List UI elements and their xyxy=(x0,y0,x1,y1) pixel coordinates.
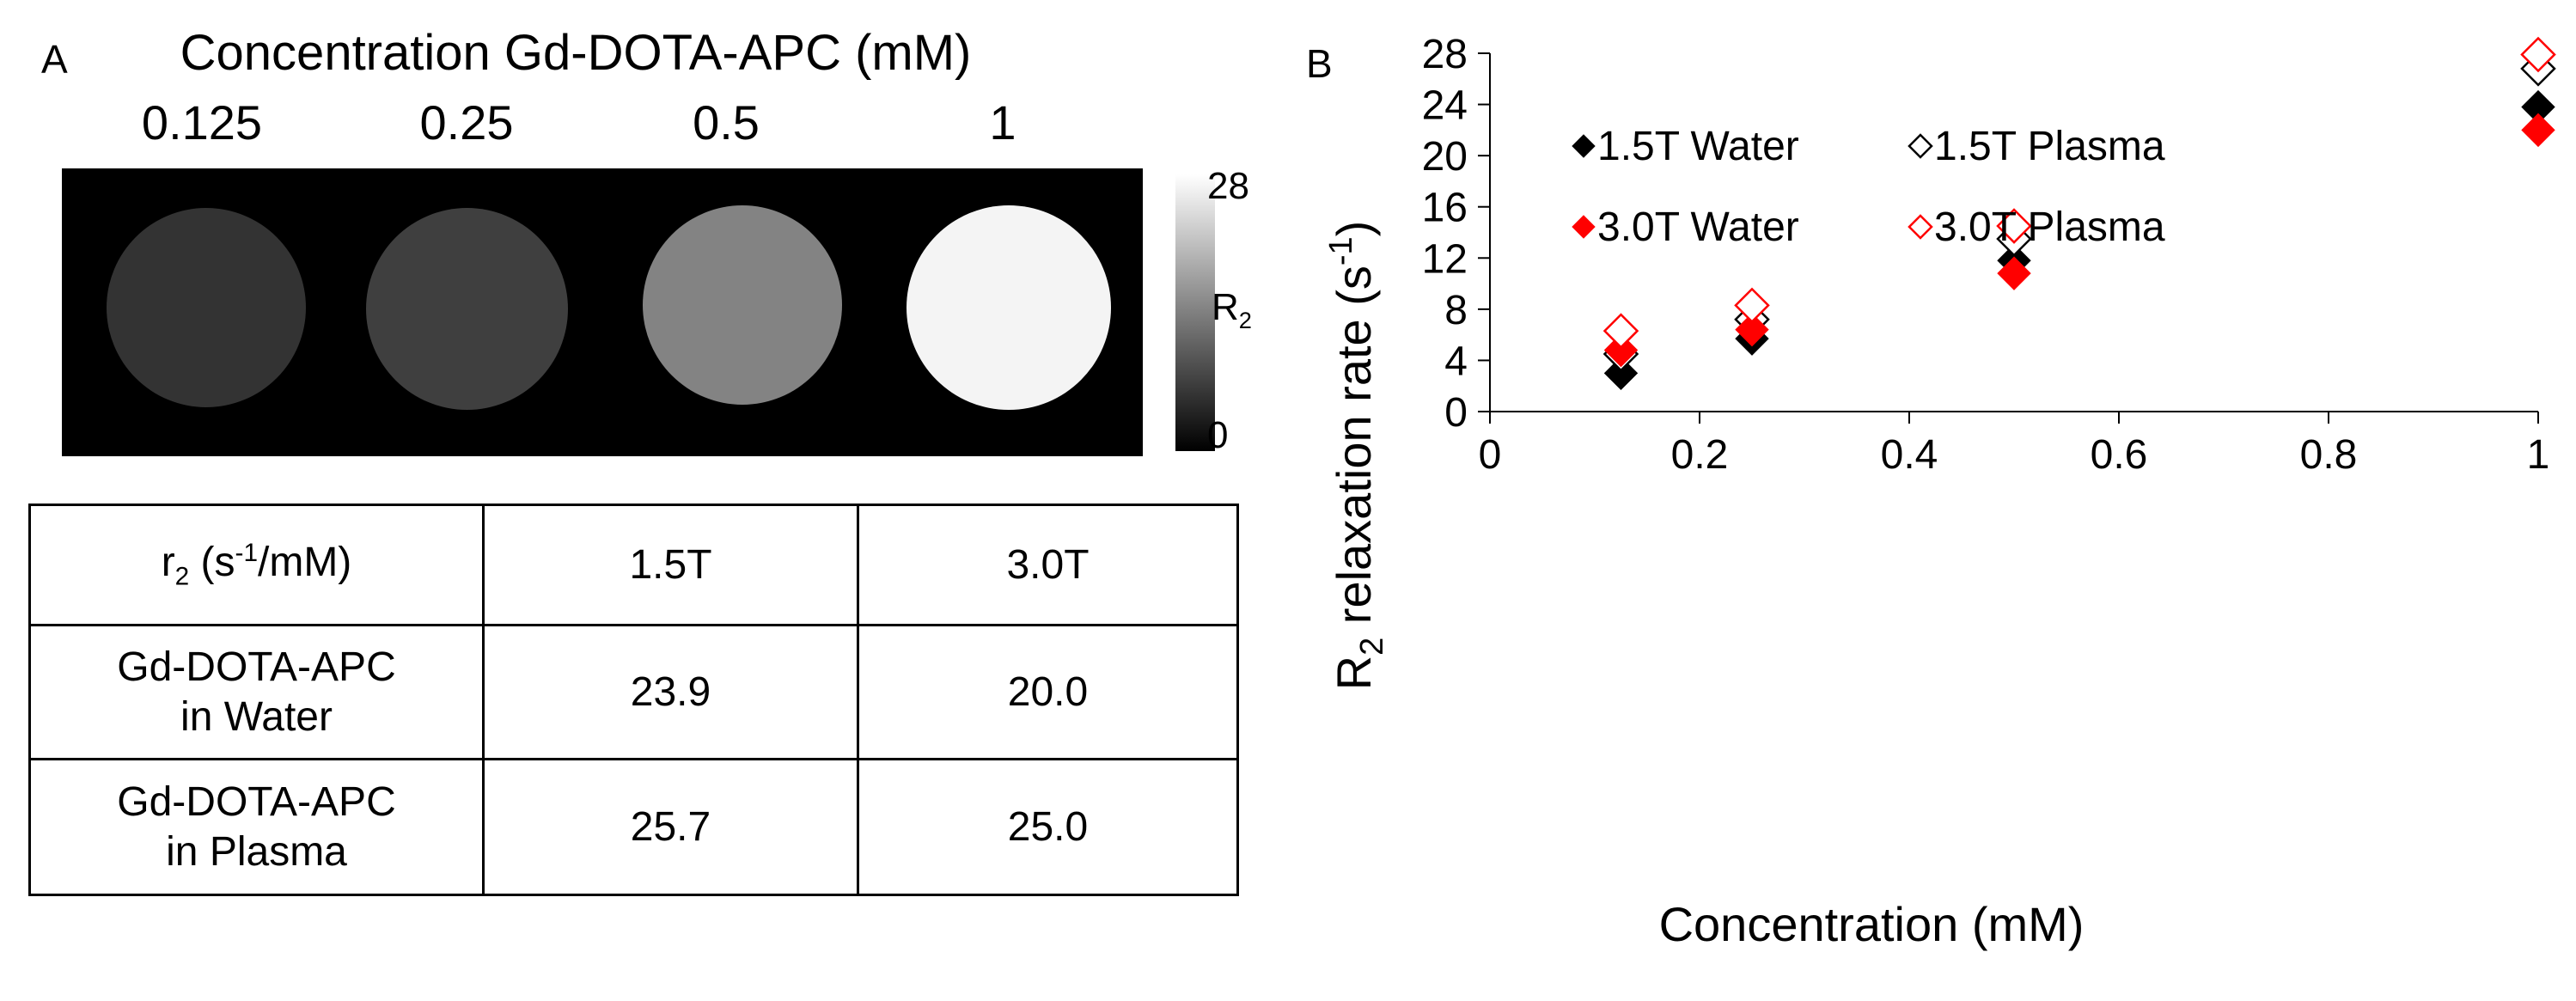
series-3-0t-water xyxy=(1603,113,2555,368)
table-row-label: Gd-DOTA-APC in Plasma xyxy=(28,758,485,896)
concentration-label-05: 0.5 xyxy=(693,95,760,150)
y-tick-label: 16 xyxy=(1422,186,1468,231)
phantom-image xyxy=(62,168,1143,456)
chart-axes xyxy=(1489,53,2538,412)
y-tick-label: 12 xyxy=(1422,236,1468,282)
table-row-label: Gd-DOTA-APC in Water xyxy=(28,624,485,760)
x-tick-label: 0.6 xyxy=(2091,432,2148,478)
r2-table: r2 (s-1/mM) 1.5T 3.0T Gd-DOTA-APC in Wat… xyxy=(28,504,1239,896)
data-point xyxy=(1996,208,2032,244)
x-tick-label: 0.4 xyxy=(1881,432,1938,478)
phantom-vial-1 xyxy=(906,205,1111,410)
table-cell: 25.0 xyxy=(857,758,1239,896)
table-header-row: r2 (s-1/mM) 1.5T 3.0T xyxy=(28,504,1239,626)
legend-label: 3.0T Water xyxy=(1597,204,1799,250)
concentration-label-025: 0.25 xyxy=(419,95,514,150)
phantom-vial-025 xyxy=(366,208,568,410)
data-point xyxy=(1603,333,1639,368)
legend-marker xyxy=(1572,215,1596,239)
y-tick-label: 8 xyxy=(1444,288,1468,333)
panel-a-label: A xyxy=(41,37,68,82)
concentration-label-0125: 0.125 xyxy=(141,95,263,150)
x-tick-label: 1 xyxy=(2527,432,2550,478)
colorbar-label: R2 xyxy=(1212,286,1252,333)
colorbar-min: 0 xyxy=(1207,414,1229,456)
colorbar-max: 28 xyxy=(1207,165,1249,207)
table-header-30t: 3.0T xyxy=(857,504,1239,626)
table-cell: 25.7 xyxy=(482,758,859,896)
table-row: Gd-DOTA-APC in Plasma 25.7 25.0 xyxy=(28,758,1239,896)
phantom-vial-05 xyxy=(643,205,842,405)
chart-marks xyxy=(1602,36,2556,391)
table-cell: 23.9 xyxy=(482,624,859,760)
chart-legend: 1.5T Water 1.5T Plasma 3.0T Water 3.0T Plas… xyxy=(1572,124,2165,250)
data-point xyxy=(2520,36,2556,73)
series-3-0t-plasma xyxy=(1602,36,2556,349)
legend-marker xyxy=(1572,134,1596,158)
data-point xyxy=(1602,313,1639,349)
x-axis-title: Concentration (mM) xyxy=(1659,897,2085,951)
y-tick-label: 24 xyxy=(1422,83,1468,129)
data-point xyxy=(1997,256,2031,290)
legend-label: 1.5T Plasma xyxy=(1934,124,2165,169)
data-point xyxy=(1603,356,1639,391)
data-point xyxy=(2521,113,2555,148)
legend-marker xyxy=(1908,214,1933,240)
y-tick-label: 0 xyxy=(1444,390,1468,436)
table-row: Gd-DOTA-APC in Water 23.9 20.0 xyxy=(28,624,1239,760)
phantom-title: Concentration Gd-DOTA-APC (mM) xyxy=(180,25,972,81)
concentration-label-1: 1 xyxy=(989,95,1016,150)
table-header-label: r2 (s-1/mM) xyxy=(28,504,485,626)
table-header-15t: 1.5T xyxy=(482,504,859,626)
chart-ticks: 0 4 8 12 16 20 24 28 0 0.2 0.4 0.6 0.8 1 xyxy=(1422,32,2550,478)
legend-label: 3.0T Plasma xyxy=(1934,204,2165,250)
relaxation-chart: B 0 4 8 12 16 20 24 28 0 0.2 0.4 0.6 0.8 1 1.5T Water… xyxy=(1306,32,2556,951)
phantom-vial-0125 xyxy=(107,208,306,407)
data-point xyxy=(1735,312,1769,347)
colorbar xyxy=(1175,174,1215,451)
x-tick-label: 0.8 xyxy=(2300,432,2358,478)
table-cell: 20.0 xyxy=(857,624,1239,760)
y-tick-label: 20 xyxy=(1422,134,1468,180)
panel-b-label: B xyxy=(1306,41,1333,86)
legend-label: 1.5T Water xyxy=(1597,124,1799,169)
y-tick-label: 28 xyxy=(1422,32,1468,77)
legend-marker xyxy=(1908,133,1933,159)
x-tick-label: 0.2 xyxy=(1671,432,1729,478)
y-axis-title: R2 relaxation rate (s-1) xyxy=(1323,221,1390,691)
data-point xyxy=(1734,287,1770,324)
y-tick-label: 4 xyxy=(1444,339,1468,384)
x-tick-label: 0 xyxy=(1479,432,1502,478)
